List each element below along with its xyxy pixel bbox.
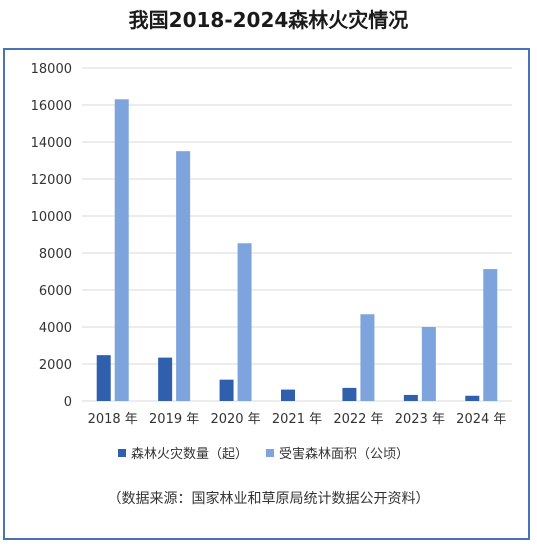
y-tick-label: 2000 xyxy=(39,358,72,373)
x-tick-label: 2021 年 xyxy=(272,412,322,427)
legend-label: 森林火灾数量（起） xyxy=(131,446,248,462)
y-tick-label: 0 xyxy=(64,395,72,410)
bar-burned-area xyxy=(237,243,252,401)
x-tick-label: 2022 年 xyxy=(333,412,383,427)
bar-burned-area xyxy=(360,314,375,401)
bar-burned-area xyxy=(114,99,129,401)
bar-fire-count xyxy=(403,394,418,401)
source-note: （数据来源：国家林业和草原局统计数据公开资料） xyxy=(107,491,430,507)
y-tick-label: 8000 xyxy=(39,247,72,262)
legend-swatch xyxy=(266,449,274,457)
x-tick-label: 2019 年 xyxy=(149,412,199,427)
legend: 森林火灾数量（起） 受害森林面积（公顷） xyxy=(118,446,409,462)
y-tick-label: 16000 xyxy=(31,99,72,114)
chart-frame xyxy=(3,48,530,540)
chart-title: 我国2018-2024森林火灾情况 xyxy=(128,8,409,32)
bar-fire-count xyxy=(158,357,173,401)
legend-label: 受害森林面积（公顷） xyxy=(279,446,409,462)
bar-burned-area xyxy=(483,269,498,401)
bar-fire-count xyxy=(342,387,357,401)
y-tick-label: 18000 xyxy=(31,62,72,77)
bars xyxy=(96,99,498,401)
x-tick-label: 2024 年 xyxy=(456,412,506,427)
x-tick-label: 2020 年 xyxy=(210,412,260,427)
bar-fire-count xyxy=(96,355,111,401)
x-tick-label: 2023 年 xyxy=(395,412,445,427)
y-tick-label: 4000 xyxy=(39,321,72,336)
bar-fire-count xyxy=(281,389,295,401)
y-tick-label: 12000 xyxy=(31,173,72,188)
x-axis-ticks: 2018 年 2019 年 2020 年 2021 年 2022 年 2023 年 2024… xyxy=(88,412,507,427)
legend-swatch xyxy=(118,449,126,457)
bar-fire-count xyxy=(465,395,480,401)
bar-fire-count xyxy=(219,379,234,401)
y-tick-label: 10000 xyxy=(31,210,72,225)
x-tick-label: 2018 年 xyxy=(88,412,138,427)
bar-burned-area xyxy=(176,151,191,401)
y-axis-ticks: 0 2000 4000 6000 8000 10000 12000 14000 16000 180… xyxy=(31,62,72,410)
gridlines xyxy=(82,67,512,402)
bar-burned-area xyxy=(421,327,436,401)
y-tick-label: 6000 xyxy=(39,284,72,299)
y-tick-label: 14000 xyxy=(31,136,72,151)
